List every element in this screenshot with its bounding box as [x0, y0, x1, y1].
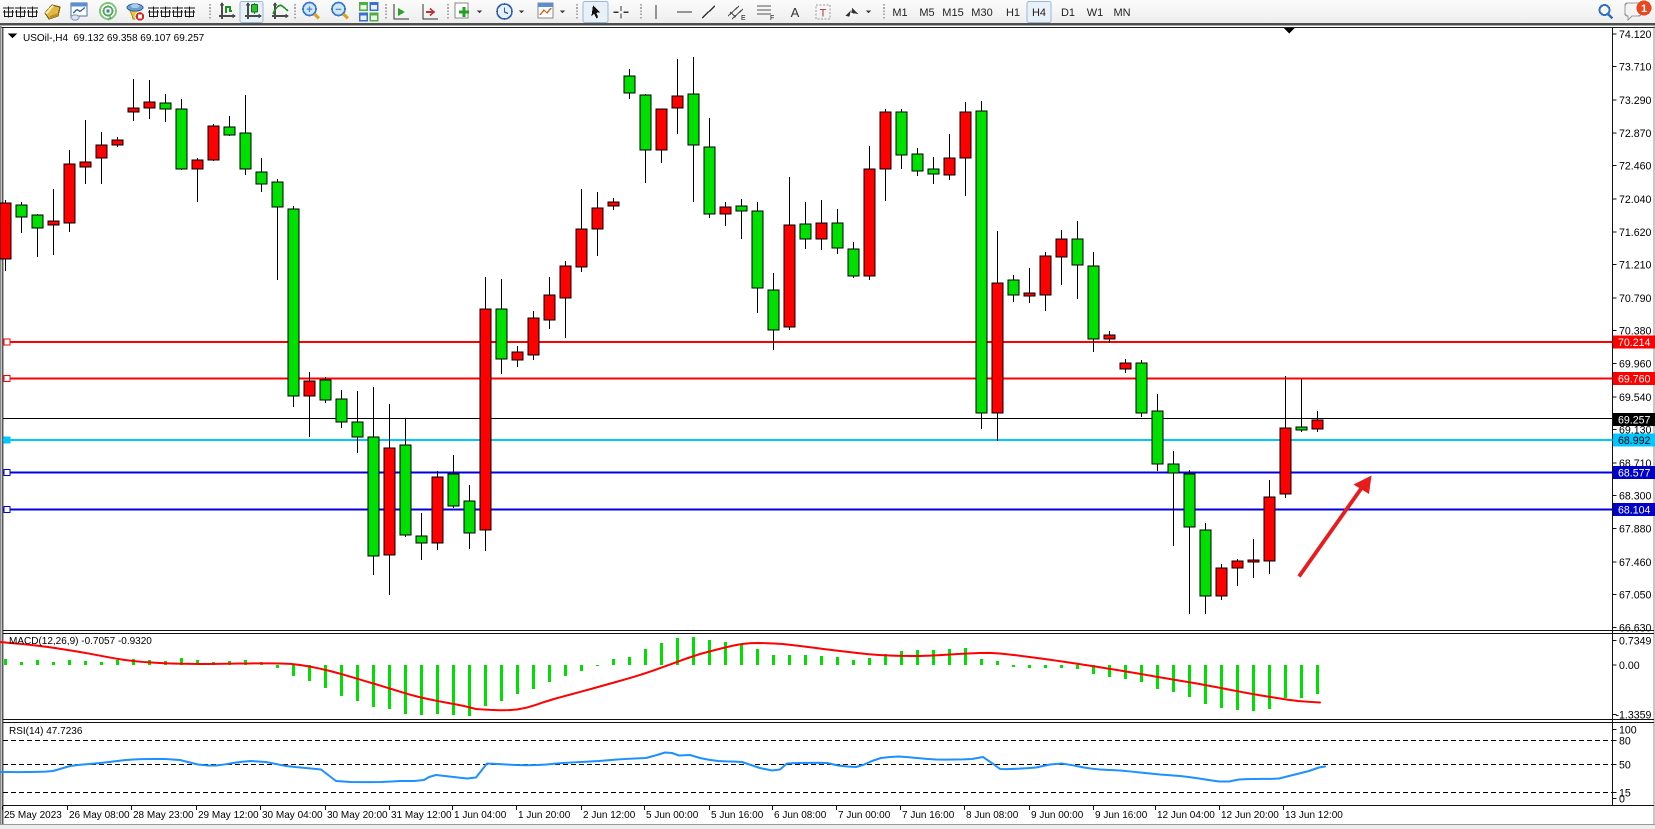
svg-text:1 Jun 20:00: 1 Jun 20:00 [518, 810, 571, 821]
svg-text:T: T [820, 8, 827, 20]
svg-text:72.870: 72.870 [1619, 128, 1652, 140]
svg-text:68.300: 68.300 [1619, 490, 1652, 502]
svg-text:73.710: 73.710 [1619, 62, 1652, 74]
svg-text:5 Jun 00:00: 5 Jun 00:00 [646, 810, 699, 821]
svg-text:74.120: 74.120 [1619, 29, 1652, 41]
svg-text:15: 15 [1619, 787, 1631, 799]
svg-text:7 Jun 16:00: 7 Jun 16:00 [902, 810, 955, 821]
svg-text:M5: M5 [919, 7, 934, 19]
svg-text:70.790: 70.790 [1619, 293, 1652, 305]
svg-text:-1.3359: -1.3359 [1616, 709, 1652, 721]
svg-text:67.880: 67.880 [1619, 524, 1652, 536]
svg-text:30 May 04:00: 30 May 04:00 [262, 810, 323, 821]
svg-text:68.992: 68.992 [1618, 435, 1651, 447]
svg-text:USOil-,H4 69.132 69.358 69.10: USOil-,H4 69.132 69.358 69.107 69.257 [23, 33, 205, 44]
svg-text:29 May 12:00: 29 May 12:00 [198, 810, 259, 821]
svg-text:73.290: 73.290 [1619, 95, 1652, 107]
svg-text:70.214: 70.214 [1618, 337, 1651, 349]
svg-text:28 May 23:00: 28 May 23:00 [133, 810, 194, 821]
svg-text:69.257: 69.257 [1618, 415, 1651, 427]
svg-text:7 Jun 00:00: 7 Jun 00:00 [838, 810, 891, 821]
svg-text:100: 100 [1619, 724, 1637, 736]
svg-text:1 Jun 04:00: 1 Jun 04:00 [454, 810, 507, 821]
svg-text:72.460: 72.460 [1619, 161, 1652, 173]
svg-text:12 Jun 04:00: 12 Jun 04:00 [1157, 810, 1215, 821]
svg-text:69.960: 69.960 [1619, 359, 1652, 371]
svg-text:72.040: 72.040 [1619, 194, 1652, 206]
svg-text:50: 50 [1619, 760, 1631, 772]
svg-text:8 Jun 08:00: 8 Jun 08:00 [966, 810, 1019, 821]
svg-text:26 May 08:00: 26 May 08:00 [69, 810, 130, 821]
svg-text:71.210: 71.210 [1619, 260, 1652, 272]
svg-text:13 Jun 12:00: 13 Jun 12:00 [1285, 810, 1343, 821]
svg-text:H1: H1 [1006, 7, 1020, 19]
svg-text:6 Jun 08:00: 6 Jun 08:00 [774, 810, 827, 821]
svg-text:25 May 2023: 25 May 2023 [4, 810, 62, 821]
svg-text:67.050: 67.050 [1619, 589, 1652, 601]
svg-text:+: + [306, 4, 312, 16]
svg-text:0.00: 0.00 [1619, 660, 1640, 672]
svg-text:M30: M30 [971, 7, 992, 19]
svg-text:0: 0 [1619, 794, 1625, 806]
svg-text:MACD(12,26,9) -0.7057 -0.9320: MACD(12,26,9) -0.7057 -0.9320 [9, 636, 152, 647]
svg-text:D1: D1 [1061, 7, 1075, 19]
svg-text:9 Jun 00:00: 9 Jun 00:00 [1031, 810, 1084, 821]
svg-text:70.380: 70.380 [1619, 325, 1652, 337]
svg-text:68.104: 68.104 [1618, 505, 1651, 517]
svg-text:−: − [335, 4, 341, 16]
svg-text:69.760: 69.760 [1618, 374, 1651, 386]
svg-text:80: 80 [1619, 736, 1631, 748]
svg-text:1: 1 [1641, 3, 1647, 15]
svg-text:71.620: 71.620 [1619, 227, 1652, 239]
svg-text:5 Jun 16:00: 5 Jun 16:00 [711, 810, 764, 821]
svg-text:A: A [791, 5, 800, 20]
svg-text:M1: M1 [892, 7, 907, 19]
svg-text:H4: H4 [1032, 7, 1046, 19]
svg-text:W1: W1 [1087, 7, 1104, 19]
svg-text:30 May 20:00: 30 May 20:00 [327, 810, 388, 821]
svg-text:68.577: 68.577 [1618, 468, 1651, 480]
svg-text:E: E [741, 15, 746, 22]
svg-text:RSI(14) 47.7236: RSI(14) 47.7236 [9, 726, 83, 737]
svg-text:F: F [770, 15, 774, 22]
svg-text:MN: MN [1113, 7, 1130, 19]
svg-text:0.7349: 0.7349 [1619, 636, 1652, 648]
svg-text:66.630: 66.630 [1619, 623, 1652, 635]
svg-text:9 Jun 16:00: 9 Jun 16:00 [1095, 810, 1148, 821]
svg-text:67.460: 67.460 [1619, 557, 1652, 569]
svg-text:2 Jun 12:00: 2 Jun 12:00 [583, 810, 636, 821]
svg-text:69.540: 69.540 [1619, 392, 1652, 404]
svg-text:M15: M15 [942, 7, 963, 19]
svg-text:12 Jun 20:00: 12 Jun 20:00 [1221, 810, 1279, 821]
svg-text:31 May 12:00: 31 May 12:00 [391, 810, 452, 821]
